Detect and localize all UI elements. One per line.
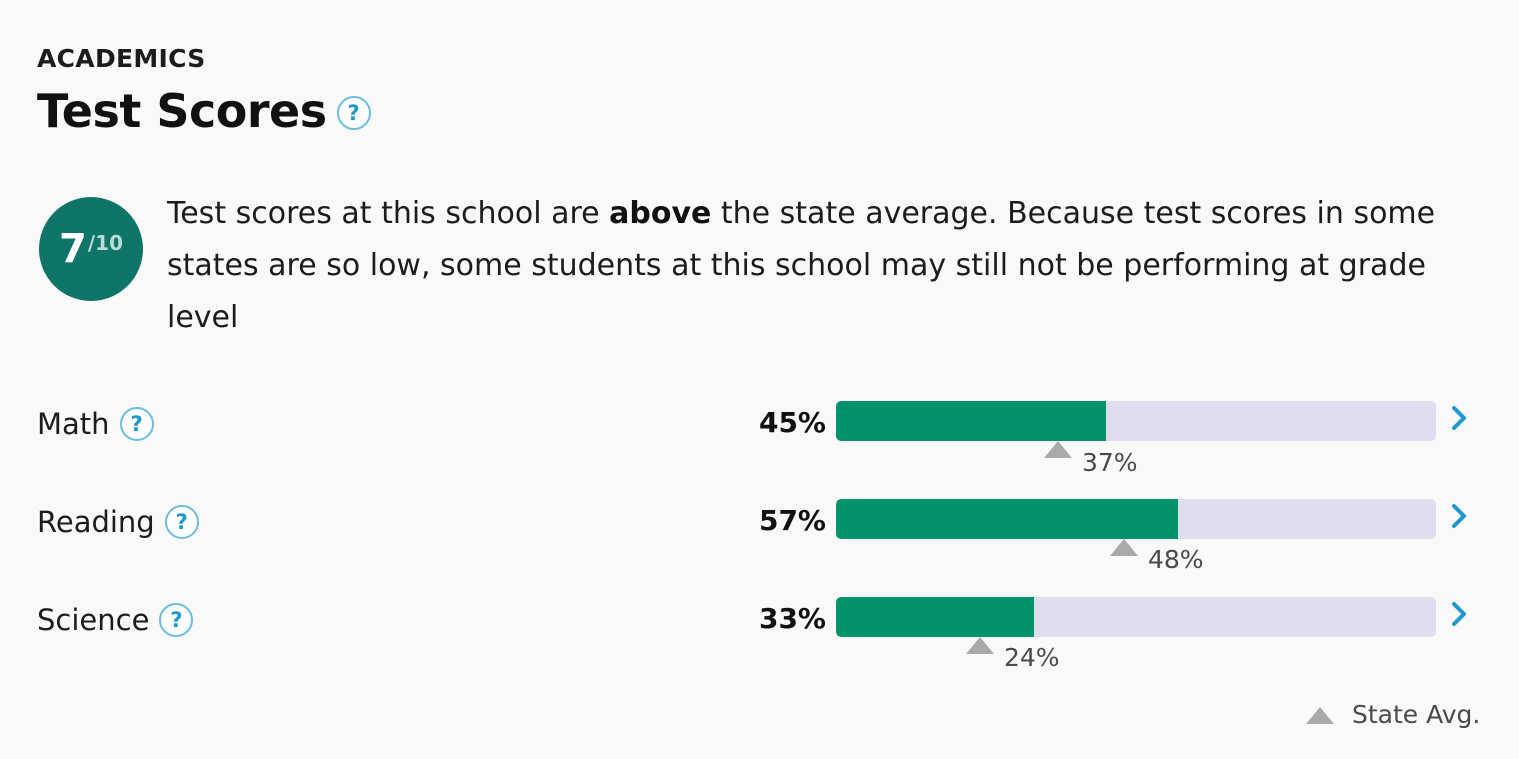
science-chevron-right-icon[interactable] [1447,599,1471,629]
state-average-value: 37% [1082,448,1138,477]
math-chevron-right-icon[interactable] [1447,403,1471,433]
rating-denominator: /10 [87,231,123,255]
state-average-value: 48% [1148,545,1204,574]
rating-badge: 7 /10 [39,197,143,301]
score-bar-fill [836,597,1034,637]
rating-score: 7 [59,226,87,272]
science-help-icon[interactable]: ? [159,603,194,637]
summary-text-end: the state average. Because test scores i… [167,196,1436,335]
state-average-marker-icon [1044,441,1072,458]
state-average-value: 24% [1004,643,1060,672]
academics-eyebrow: ACADEMICS [37,44,206,73]
math-help-icon[interactable]: ? [119,407,154,441]
subject-label: Reading [37,505,155,539]
subject-row-reading: Reading ? [37,500,199,544]
title-row: Test Scores ? [37,84,371,138]
triangle-up-icon [1306,707,1334,724]
school-score: 57% [758,504,826,537]
test-scores-help-icon[interactable]: ? [336,96,371,130]
score-bar-fill [836,401,1106,441]
subject-row-math: Math ? [37,402,154,446]
summary-text-start: Test scores at this school are [167,196,610,231]
summary-emphasis: above [609,196,712,231]
score-bar-fill [836,499,1178,539]
school-score: 33% [758,602,826,635]
school-score: 45% [758,406,826,439]
score-bar-track [836,499,1436,539]
subject-label: Science [37,603,150,637]
rating-summary: Test scores at this school are above the… [167,188,1487,344]
legend-label: State Avg. [1352,700,1481,729]
subject-label: Math [37,407,110,441]
reading-chevron-right-icon[interactable] [1447,501,1471,531]
state-average-marker-icon [966,637,994,654]
score-bar-track [836,597,1436,637]
score-bar-track [836,401,1436,441]
subject-row-science: Science ? [37,598,194,642]
reading-help-icon[interactable]: ? [164,505,199,539]
state-average-legend: State Avg. [1306,700,1480,729]
state-average-marker-icon [1110,539,1138,556]
page-title: Test Scores [37,84,327,138]
